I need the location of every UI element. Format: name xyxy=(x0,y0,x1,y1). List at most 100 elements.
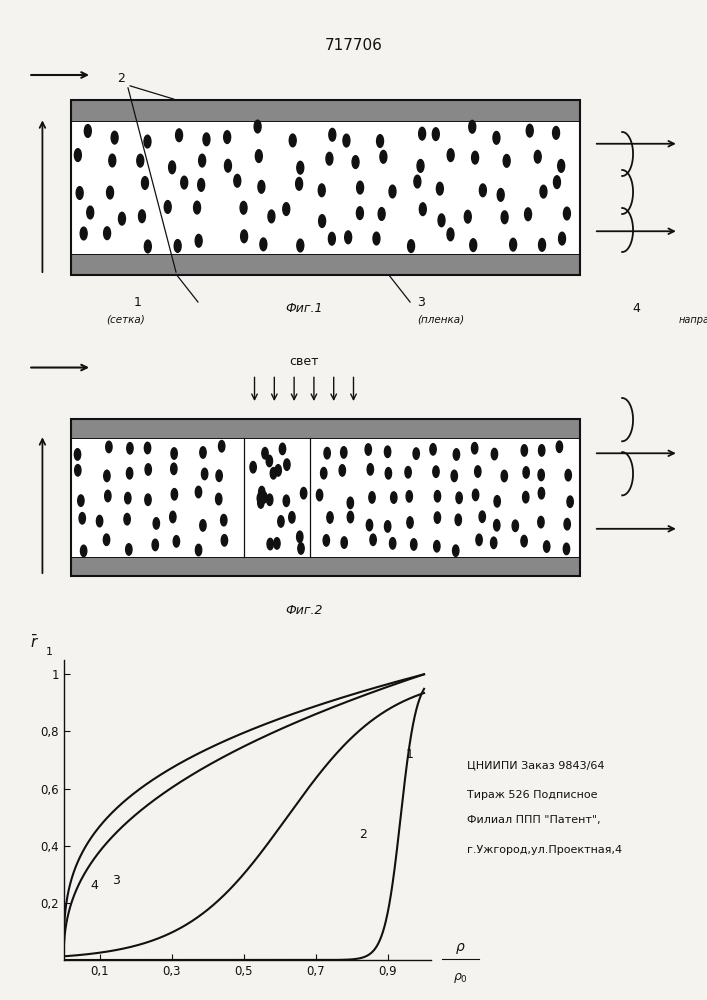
Ellipse shape xyxy=(234,174,241,187)
Ellipse shape xyxy=(414,175,421,188)
Text: $\rho$: $\rho$ xyxy=(455,940,466,956)
Ellipse shape xyxy=(455,514,462,526)
Ellipse shape xyxy=(385,446,391,457)
Ellipse shape xyxy=(447,228,454,241)
Text: $\rho_0$: $\rho_0$ xyxy=(453,971,468,985)
Ellipse shape xyxy=(476,534,482,546)
Ellipse shape xyxy=(223,131,230,143)
Ellipse shape xyxy=(200,447,206,458)
Ellipse shape xyxy=(356,207,363,219)
Ellipse shape xyxy=(218,441,225,452)
Ellipse shape xyxy=(127,468,133,479)
Ellipse shape xyxy=(221,535,228,546)
Ellipse shape xyxy=(317,489,322,501)
Ellipse shape xyxy=(491,448,498,460)
Ellipse shape xyxy=(279,443,286,455)
Ellipse shape xyxy=(411,539,417,550)
Ellipse shape xyxy=(103,534,110,545)
Ellipse shape xyxy=(347,497,354,509)
Text: 1: 1 xyxy=(45,647,52,657)
Ellipse shape xyxy=(352,156,359,168)
Ellipse shape xyxy=(510,238,517,251)
Text: Тираж 526 Подписное: Тираж 526 Подписное xyxy=(467,790,597,800)
Ellipse shape xyxy=(171,448,177,459)
Ellipse shape xyxy=(493,131,500,144)
Ellipse shape xyxy=(74,449,81,460)
Ellipse shape xyxy=(266,455,272,467)
Ellipse shape xyxy=(553,126,559,139)
Ellipse shape xyxy=(327,512,333,523)
Ellipse shape xyxy=(385,521,391,532)
Ellipse shape xyxy=(554,176,561,189)
Ellipse shape xyxy=(556,441,563,452)
Ellipse shape xyxy=(491,537,497,549)
Ellipse shape xyxy=(356,181,363,194)
Ellipse shape xyxy=(173,536,180,547)
Ellipse shape xyxy=(391,492,397,503)
Ellipse shape xyxy=(105,490,111,502)
Ellipse shape xyxy=(456,492,462,504)
Ellipse shape xyxy=(127,443,133,454)
Ellipse shape xyxy=(164,201,171,213)
Ellipse shape xyxy=(145,464,151,475)
Ellipse shape xyxy=(288,512,295,523)
Ellipse shape xyxy=(472,151,479,164)
Ellipse shape xyxy=(203,133,210,146)
Ellipse shape xyxy=(195,544,201,556)
Ellipse shape xyxy=(145,494,151,505)
Ellipse shape xyxy=(408,240,414,252)
Ellipse shape xyxy=(267,494,273,505)
Ellipse shape xyxy=(200,520,206,531)
Ellipse shape xyxy=(563,207,571,220)
Ellipse shape xyxy=(76,187,83,199)
Ellipse shape xyxy=(144,442,151,454)
Ellipse shape xyxy=(565,469,571,481)
Ellipse shape xyxy=(254,120,261,133)
Ellipse shape xyxy=(144,240,151,253)
Ellipse shape xyxy=(323,535,329,546)
Ellipse shape xyxy=(385,468,392,479)
Ellipse shape xyxy=(434,491,440,502)
Ellipse shape xyxy=(525,208,532,221)
Ellipse shape xyxy=(250,461,257,473)
Ellipse shape xyxy=(501,211,508,224)
Ellipse shape xyxy=(538,487,544,499)
Ellipse shape xyxy=(109,154,116,167)
Ellipse shape xyxy=(195,486,201,498)
Ellipse shape xyxy=(377,135,383,147)
Ellipse shape xyxy=(339,465,346,476)
Text: направ.: направ. xyxy=(679,315,707,325)
Ellipse shape xyxy=(96,515,103,527)
Ellipse shape xyxy=(175,129,182,142)
Ellipse shape xyxy=(430,444,436,455)
Ellipse shape xyxy=(438,214,445,227)
Ellipse shape xyxy=(141,177,148,189)
Ellipse shape xyxy=(274,538,280,549)
Ellipse shape xyxy=(367,464,373,475)
Ellipse shape xyxy=(170,463,177,475)
Ellipse shape xyxy=(284,495,289,507)
Ellipse shape xyxy=(406,491,412,502)
Ellipse shape xyxy=(453,449,460,460)
Text: 1: 1 xyxy=(134,296,141,308)
Ellipse shape xyxy=(373,232,380,245)
Ellipse shape xyxy=(512,520,518,532)
Ellipse shape xyxy=(469,120,476,133)
Bar xyxy=(71,438,580,557)
Ellipse shape xyxy=(216,493,222,505)
Ellipse shape xyxy=(195,234,202,247)
Ellipse shape xyxy=(419,203,426,216)
Ellipse shape xyxy=(137,154,144,167)
Ellipse shape xyxy=(451,470,457,482)
Ellipse shape xyxy=(319,215,326,227)
Ellipse shape xyxy=(345,231,351,244)
Ellipse shape xyxy=(199,154,206,167)
Bar xyxy=(71,121,580,254)
Ellipse shape xyxy=(540,185,547,198)
Ellipse shape xyxy=(434,512,440,523)
Ellipse shape xyxy=(297,531,303,543)
Ellipse shape xyxy=(289,134,296,147)
Ellipse shape xyxy=(326,152,333,165)
Ellipse shape xyxy=(78,495,84,506)
Bar xyxy=(71,254,580,275)
